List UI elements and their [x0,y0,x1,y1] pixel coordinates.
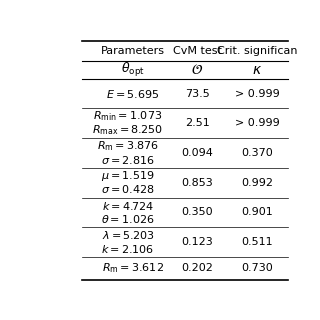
Text: $\mathcal{O}$: $\mathcal{O}$ [191,63,204,77]
Text: 0.730: 0.730 [241,263,273,273]
Text: 0.094: 0.094 [181,148,213,158]
Text: CvM test: CvM test [173,46,222,56]
Text: $\theta_{\mathrm{opt}}$: $\theta_{\mathrm{opt}}$ [121,61,145,79]
Text: $\sigma = 0.428$: $\sigma = 0.428$ [101,183,155,196]
Text: 0.853: 0.853 [182,178,213,188]
Text: 0.992: 0.992 [241,178,273,188]
Text: > 0.999: > 0.999 [235,118,279,128]
Text: 0.901: 0.901 [241,207,273,217]
Text: 0.202: 0.202 [181,263,213,273]
Text: $R_{\mathrm{m}} = 3.876$: $R_{\mathrm{m}} = 3.876$ [97,139,159,153]
Text: 2.51: 2.51 [185,118,210,128]
Text: $\lambda = 5.203$: $\lambda = 5.203$ [101,229,155,241]
Text: > 0.999: > 0.999 [235,89,279,99]
Text: $R_{\mathrm{m}} = 3.612$: $R_{\mathrm{m}} = 3.612$ [102,261,164,275]
Text: $\theta = 1.026$: $\theta = 1.026$ [101,213,155,225]
Text: $E = 5.695$: $E = 5.695$ [106,88,160,100]
Text: $k = 2.106$: $k = 2.106$ [101,243,155,255]
Text: $R_{\max} = 8.250$: $R_{\max} = 8.250$ [92,123,164,137]
Text: Parameters: Parameters [101,46,165,56]
Text: 0.123: 0.123 [182,237,213,247]
Text: 73.5: 73.5 [185,89,210,99]
Text: $R_{\min} = 1.073$: $R_{\min} = 1.073$ [93,109,163,123]
Text: $\kappa$: $\kappa$ [252,63,262,77]
Text: $\mu = 1.519$: $\mu = 1.519$ [101,169,155,183]
Text: $k = 4.724$: $k = 4.724$ [102,200,154,212]
Text: Crit. significan: Crit. significan [217,46,297,56]
Text: 0.511: 0.511 [241,237,273,247]
Text: 0.370: 0.370 [241,148,273,158]
Text: 0.350: 0.350 [182,207,213,217]
Text: $\sigma = 2.816$: $\sigma = 2.816$ [101,154,155,166]
